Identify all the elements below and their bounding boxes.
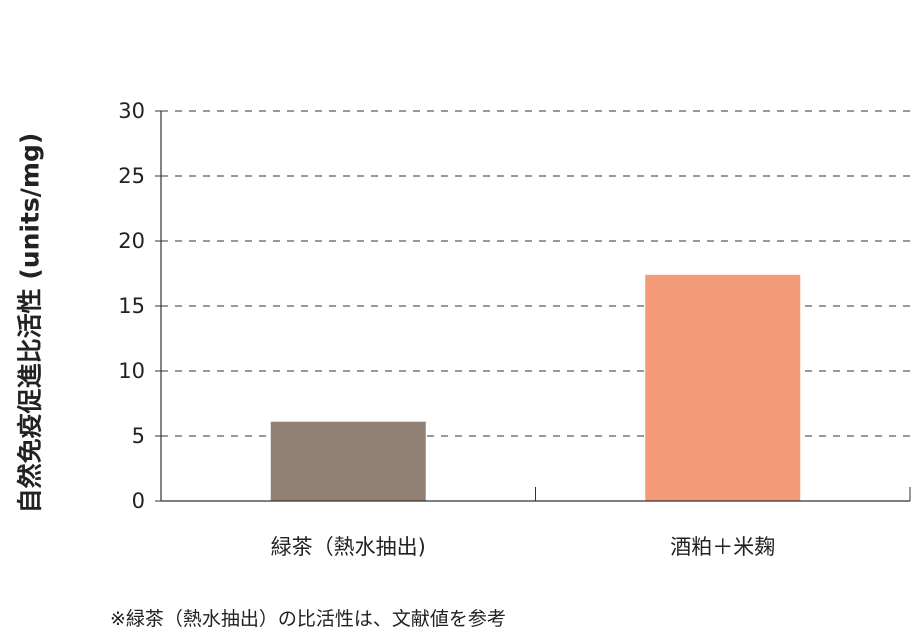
y-axis-label: 自然免疫促進比活性 (units/mg) xyxy=(15,132,45,514)
x-tick-label: 緑茶（熱水抽出) xyxy=(271,535,426,559)
y-tick-label: 5 xyxy=(132,424,145,448)
x-tick-label: 酒粕＋米麹 xyxy=(670,535,775,559)
bars xyxy=(270,274,801,501)
y-tick-label: 20 xyxy=(118,229,145,253)
bar xyxy=(645,274,801,501)
y-tick-label: 10 xyxy=(118,359,145,383)
y-tick-label: 30 xyxy=(118,99,145,123)
y-tick-label: 25 xyxy=(118,164,145,188)
y-axis-ticks: 0 5 10 15 20 25 30 xyxy=(118,99,161,513)
y-tick-label: 15 xyxy=(118,294,145,318)
y-tick-label: 0 xyxy=(132,489,145,513)
axes xyxy=(160,111,911,502)
y-axis-label-wrap: 自然免疫促進比活性 (units/mg) xyxy=(8,104,48,542)
bar xyxy=(270,421,426,501)
footnote: ※緑茶（熱水抽出）の比活性は、文献値を参考 xyxy=(110,608,506,630)
x-axis-ticks: 緑茶（熱水抽出) 酒粕＋米麹 xyxy=(271,535,776,559)
